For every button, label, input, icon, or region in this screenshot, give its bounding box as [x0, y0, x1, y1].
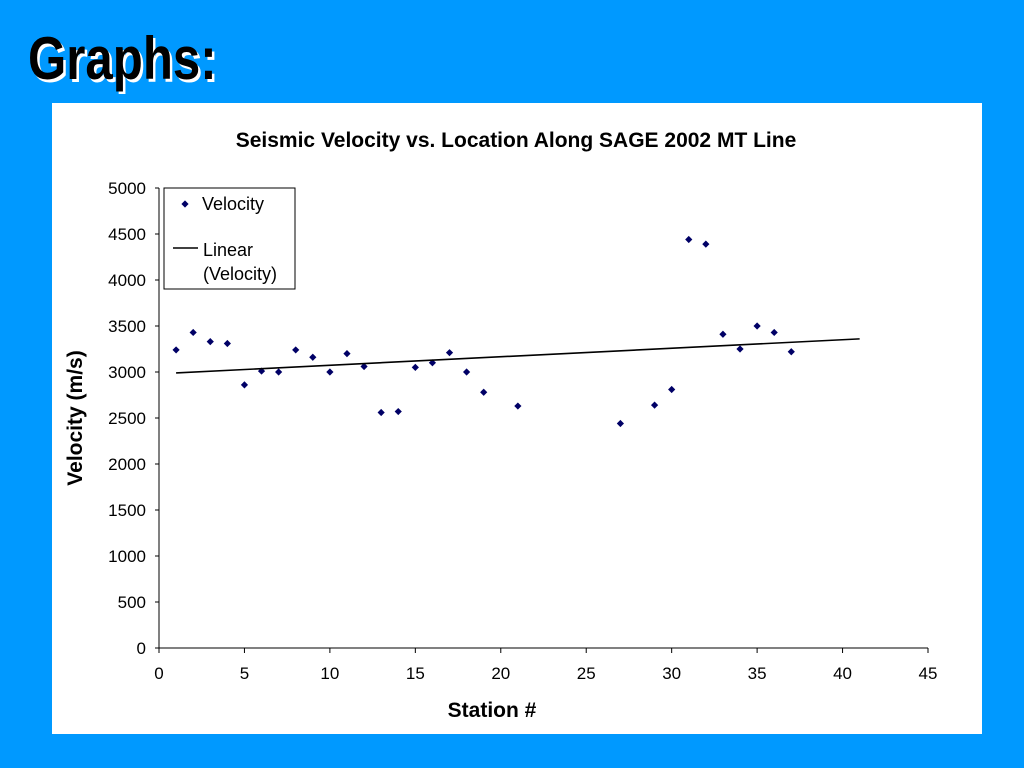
legend-velocity-marker	[181, 200, 189, 208]
legend-velocity-label: Velocity	[202, 194, 264, 214]
legend-linear-label: Linear (Velocity)	[203, 240, 277, 284]
data-point	[736, 345, 744, 353]
chart-panel: Seismic Velocity vs. Location Along SAGE…	[52, 103, 982, 734]
data-point	[753, 322, 761, 330]
x-tick-label: 10	[320, 664, 339, 683]
y-tick-label: 1000	[108, 547, 146, 566]
x-tick-label: 15	[406, 664, 425, 683]
data-point	[223, 339, 231, 348]
x-tick-label: 5	[240, 664, 249, 683]
data-point	[189, 328, 197, 337]
legend: Velocity Linear (Velocity)	[163, 187, 296, 290]
series-linear-trendline	[176, 338, 860, 374]
data-point	[292, 346, 300, 354]
x-axis-label: Station #	[448, 699, 537, 722]
y-tick-label: 1500	[108, 501, 146, 520]
data-point	[616, 419, 624, 428]
axes: 0 500 1000 1500 2000 2500 3000 3500 4000 4500 5000…	[108, 179, 937, 683]
data-point	[770, 328, 778, 337]
trendline	[176, 338, 860, 374]
data-point	[343, 350, 351, 358]
y-tick-label: 4000	[108, 271, 146, 290]
data-point	[326, 368, 334, 376]
data-point	[275, 368, 283, 376]
data-point	[463, 368, 471, 376]
data-point	[514, 402, 522, 410]
y-tick-label: 3000	[108, 363, 146, 382]
data-point	[702, 240, 710, 248]
data-point	[787, 348, 795, 356]
y-tick-label: 500	[118, 593, 146, 612]
data-point	[719, 330, 727, 338]
data-point	[206, 338, 214, 346]
y-tick-label: 3500	[108, 317, 146, 336]
x-tick-label: 35	[748, 664, 767, 683]
data-point	[360, 362, 368, 371]
data-point	[685, 235, 693, 244]
slide-title: Graphs:	[28, 25, 217, 92]
y-axis-label: Velocity (m/s)	[64, 350, 87, 485]
x-tick-label: 45	[919, 664, 938, 683]
chart-title: Seismic Velocity vs. Location Along SAGE…	[236, 129, 797, 152]
x-tick-label: 40	[833, 664, 852, 683]
data-point	[480, 388, 488, 396]
data-point	[240, 381, 249, 389]
x-tick-label: 0	[154, 664, 163, 683]
y-tick-label: 4500	[108, 225, 146, 244]
scatter-chart: Seismic Velocity vs. Location Along SAGE…	[64, 129, 937, 722]
data-point	[411, 363, 419, 371]
data-point	[377, 408, 385, 417]
data-point	[394, 407, 402, 416]
y-tick-label: 0	[137, 639, 146, 658]
data-point	[668, 385, 676, 394]
y-tick-label: 2500	[108, 409, 146, 428]
x-tick-label: 30	[662, 664, 681, 683]
y-tick-label: 2000	[108, 455, 146, 474]
y-tick-label: 5000	[108, 179, 146, 198]
x-tick-label: 20	[491, 664, 510, 683]
x-tick-label: 25	[577, 664, 596, 683]
data-point	[172, 346, 180, 354]
data-point	[650, 401, 659, 409]
data-point	[309, 353, 317, 361]
data-point	[445, 349, 454, 357]
